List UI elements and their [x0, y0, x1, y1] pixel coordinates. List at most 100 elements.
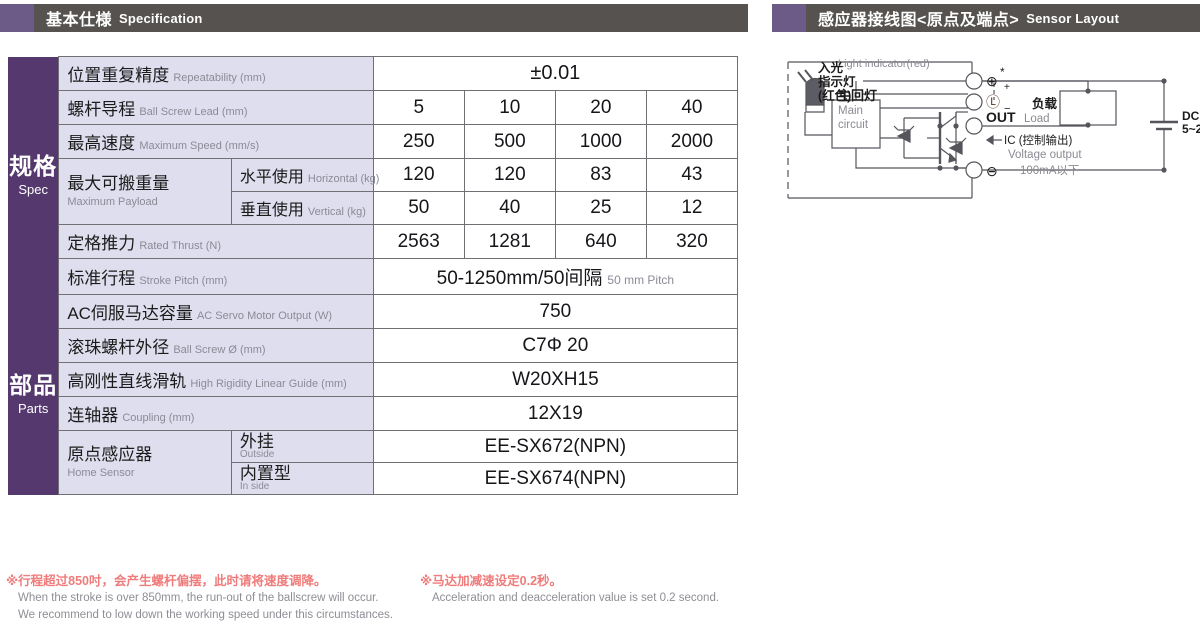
table-row: 滚珠螺杆外径 Ball Screw Ø (mm) C7Φ 20 — [8, 328, 739, 363]
label-cn: 水平使用 — [239, 169, 304, 186]
value-stroke: 50-1250mm/50间隔 50 mm Pitch — [372, 258, 739, 295]
footnote-acceleration-en-1: Acceleration and deacceleration value is… — [432, 592, 720, 605]
sensor-layout-header: 感应器接线图<原点及端点> Sensor Layout — [772, 4, 1200, 32]
sideband-spec: 规格 Spec — [8, 56, 59, 295]
label-en: Maximum Speed (mm/s) — [139, 140, 260, 152]
terminal-out-circle — [965, 117, 983, 135]
table-row: 高刚性直线滑轨 High Rigidity Linear Guide (mm) W… — [8, 362, 739, 397]
value-coupling: 12X19 — [372, 396, 739, 431]
load-en-label: Load — [1024, 113, 1050, 125]
current-limit-label: 100mA以下 — [1020, 164, 1079, 177]
value-thrust-2: 1281 — [463, 224, 556, 259]
row-label-home-sensor: 原点感应器 Home Sensor — [58, 430, 232, 495]
label-cn: 连轴器 — [67, 406, 119, 425]
label-en: Outside — [239, 449, 275, 460]
specification-header-text: 基本仕様 Specification — [34, 4, 748, 32]
sideband-spec-en: Spec — [18, 182, 48, 198]
label-cn: 螺杆导程 — [67, 100, 136, 119]
terminal-plus-circle — [965, 72, 983, 90]
value-motor: 750 — [372, 294, 739, 329]
main-circuit-en-2: circuit — [838, 119, 869, 131]
label-en: In side — [239, 481, 270, 492]
value-inside: EE-SX674(NPN) — [372, 462, 739, 495]
value-horizontal-2: 120 — [463, 158, 556, 192]
specification-header-en: Specification — [119, 10, 203, 26]
row-label-guide: 高刚性直线滑轨 High Rigidity Linear Guide (mm) — [58, 362, 374, 397]
header-accent-block — [0, 4, 34, 32]
row-label-motor: AC伺服马达容量 AC Servo Motor Output (W) — [58, 294, 374, 329]
wire-lamp-to-main — [804, 112, 832, 136]
value-speed-3: 1000 — [554, 124, 647, 159]
footnote-acceleration-cn: ※马达加减速设定0.2秒。 — [420, 574, 563, 588]
table-row: 内置型 In side EE-SX674(NPN) — [8, 462, 739, 495]
voltage-output-label: Voltage output — [1008, 149, 1082, 161]
zener-right-body — [948, 141, 963, 155]
indicator-lamp-label: 指示灯 — [818, 74, 856, 89]
zener-left-rails — [904, 117, 940, 159]
table-row: 最高速度 Maximum Speed (mm/s) 250 500 1000 20… — [8, 124, 739, 159]
label-en: Repeatability (mm) — [173, 72, 266, 84]
label-cn: AC伺服马达容量 — [67, 304, 193, 323]
label-en: Maximum Payload — [67, 195, 158, 208]
value-speed-2: 500 — [463, 124, 556, 159]
sensor-layout-diagram: Light indicator(red) Main circuit Load V… — [772, 50, 1200, 210]
table-row: 标准行程 Stroke Pitch (mm) 50-1250mm/50间隔 50 m… — [8, 258, 739, 295]
zener-left-cathode — [893, 125, 915, 131]
light-indicator-label: Light indicator(red) — [838, 58, 930, 70]
table-row: 原点感应器 Home Sensor 外挂 Outside EE-SX672(NPN) — [8, 430, 739, 495]
junction-dots — [937, 78, 1167, 173]
value-horizontal-4: 43 — [645, 158, 739, 192]
label-cn: 定格推力 — [67, 234, 136, 253]
row-label-inside: 内置型 In side — [230, 462, 374, 495]
row-label-thrust: 定格推力 Rated Thrust (N) — [58, 224, 374, 259]
value-lead-3: 20 — [554, 90, 647, 125]
row-label-coupling: 连轴器 Coupling (mm) — [58, 396, 374, 431]
ic-arrow-icon — [985, 134, 1002, 146]
wire-main-bottom — [855, 148, 968, 169]
terminal-minus-circle — [965, 161, 983, 179]
value-horizontal-1: 120 — [372, 158, 465, 192]
light-indicator-base — [805, 104, 825, 113]
value-stroke-cn: 50-1250mm/50间隔 — [436, 268, 603, 289]
indicator-color-label: (红色) — [818, 88, 851, 103]
label-en: Coupling (mm) — [122, 412, 195, 424]
value-thrust-3: 640 — [554, 224, 647, 259]
sideband-parts-cn: 部品 — [9, 371, 58, 398]
transistor-arrow — [948, 152, 958, 163]
value-lead-4: 40 — [645, 90, 739, 125]
main-circuit-en-1: Main — [838, 105, 863, 117]
zener-left-body — [896, 129, 911, 143]
zener-right-cathode — [945, 137, 967, 143]
light-ray-icon — [797, 69, 814, 83]
label-en: Vertical (kg) — [307, 206, 366, 218]
label-en: Stroke Pitch (mm) — [139, 275, 228, 287]
table-row: 连轴器 Coupling (mm) 12X19 — [8, 396, 739, 431]
header-accent-block — [772, 4, 806, 32]
specification-header-cn: 基本仕様 — [46, 12, 113, 29]
terminal-lamp-symbol: Ⓛ — [986, 94, 1000, 110]
label-en: AC Servo Motor Output (W) — [196, 310, 333, 322]
label-cn: 内置型 — [239, 464, 291, 483]
value-speed-4: 2000 — [645, 124, 739, 159]
table-row: 螺杆导程 Ball Screw Lead (mm) 5 10 20 40 — [8, 90, 739, 125]
specification-table-container: 规格 Spec 位置重复精度 Repeatability (mm) ±0.01 螺… — [8, 56, 739, 495]
specification-table: 规格 Spec 位置重复精度 Repeatability (mm) ±0.01 螺… — [8, 56, 739, 495]
table-row: 规格 Spec 位置重复精度 Repeatability (mm) ±0.01 — [8, 56, 739, 295]
label-en: Ball Screw Ø (mm) — [173, 344, 266, 356]
label-cn: 原点感应器 — [67, 445, 153, 465]
main-circuit-cn-label: 主回灯 — [838, 88, 877, 103]
terminal-out-label: OUT — [986, 109, 1016, 125]
value-guide: W20XH15 — [372, 362, 739, 397]
label-en: High Rigidity Linear Guide (mm) — [190, 378, 347, 390]
label-en: Home Sensor — [67, 466, 135, 479]
footnote-stroke-en-2: We recommend to low down the working spe… — [18, 608, 393, 621]
value-vertical-3: 25 — [554, 191, 647, 225]
specification-header: 基本仕様 Specification — [0, 4, 748, 32]
light-indicator-lamp — [805, 77, 825, 106]
value-ballscrew: C7Φ 20 — [372, 328, 739, 363]
ic-control-output-label: IC (控制输出) — [1004, 133, 1073, 147]
value-lead-1: 5 — [372, 90, 465, 125]
value-vertical-2: 40 — [463, 191, 556, 225]
wire-supply-top — [982, 80, 1165, 116]
incoming-light-label: 入光 — [818, 60, 844, 75]
